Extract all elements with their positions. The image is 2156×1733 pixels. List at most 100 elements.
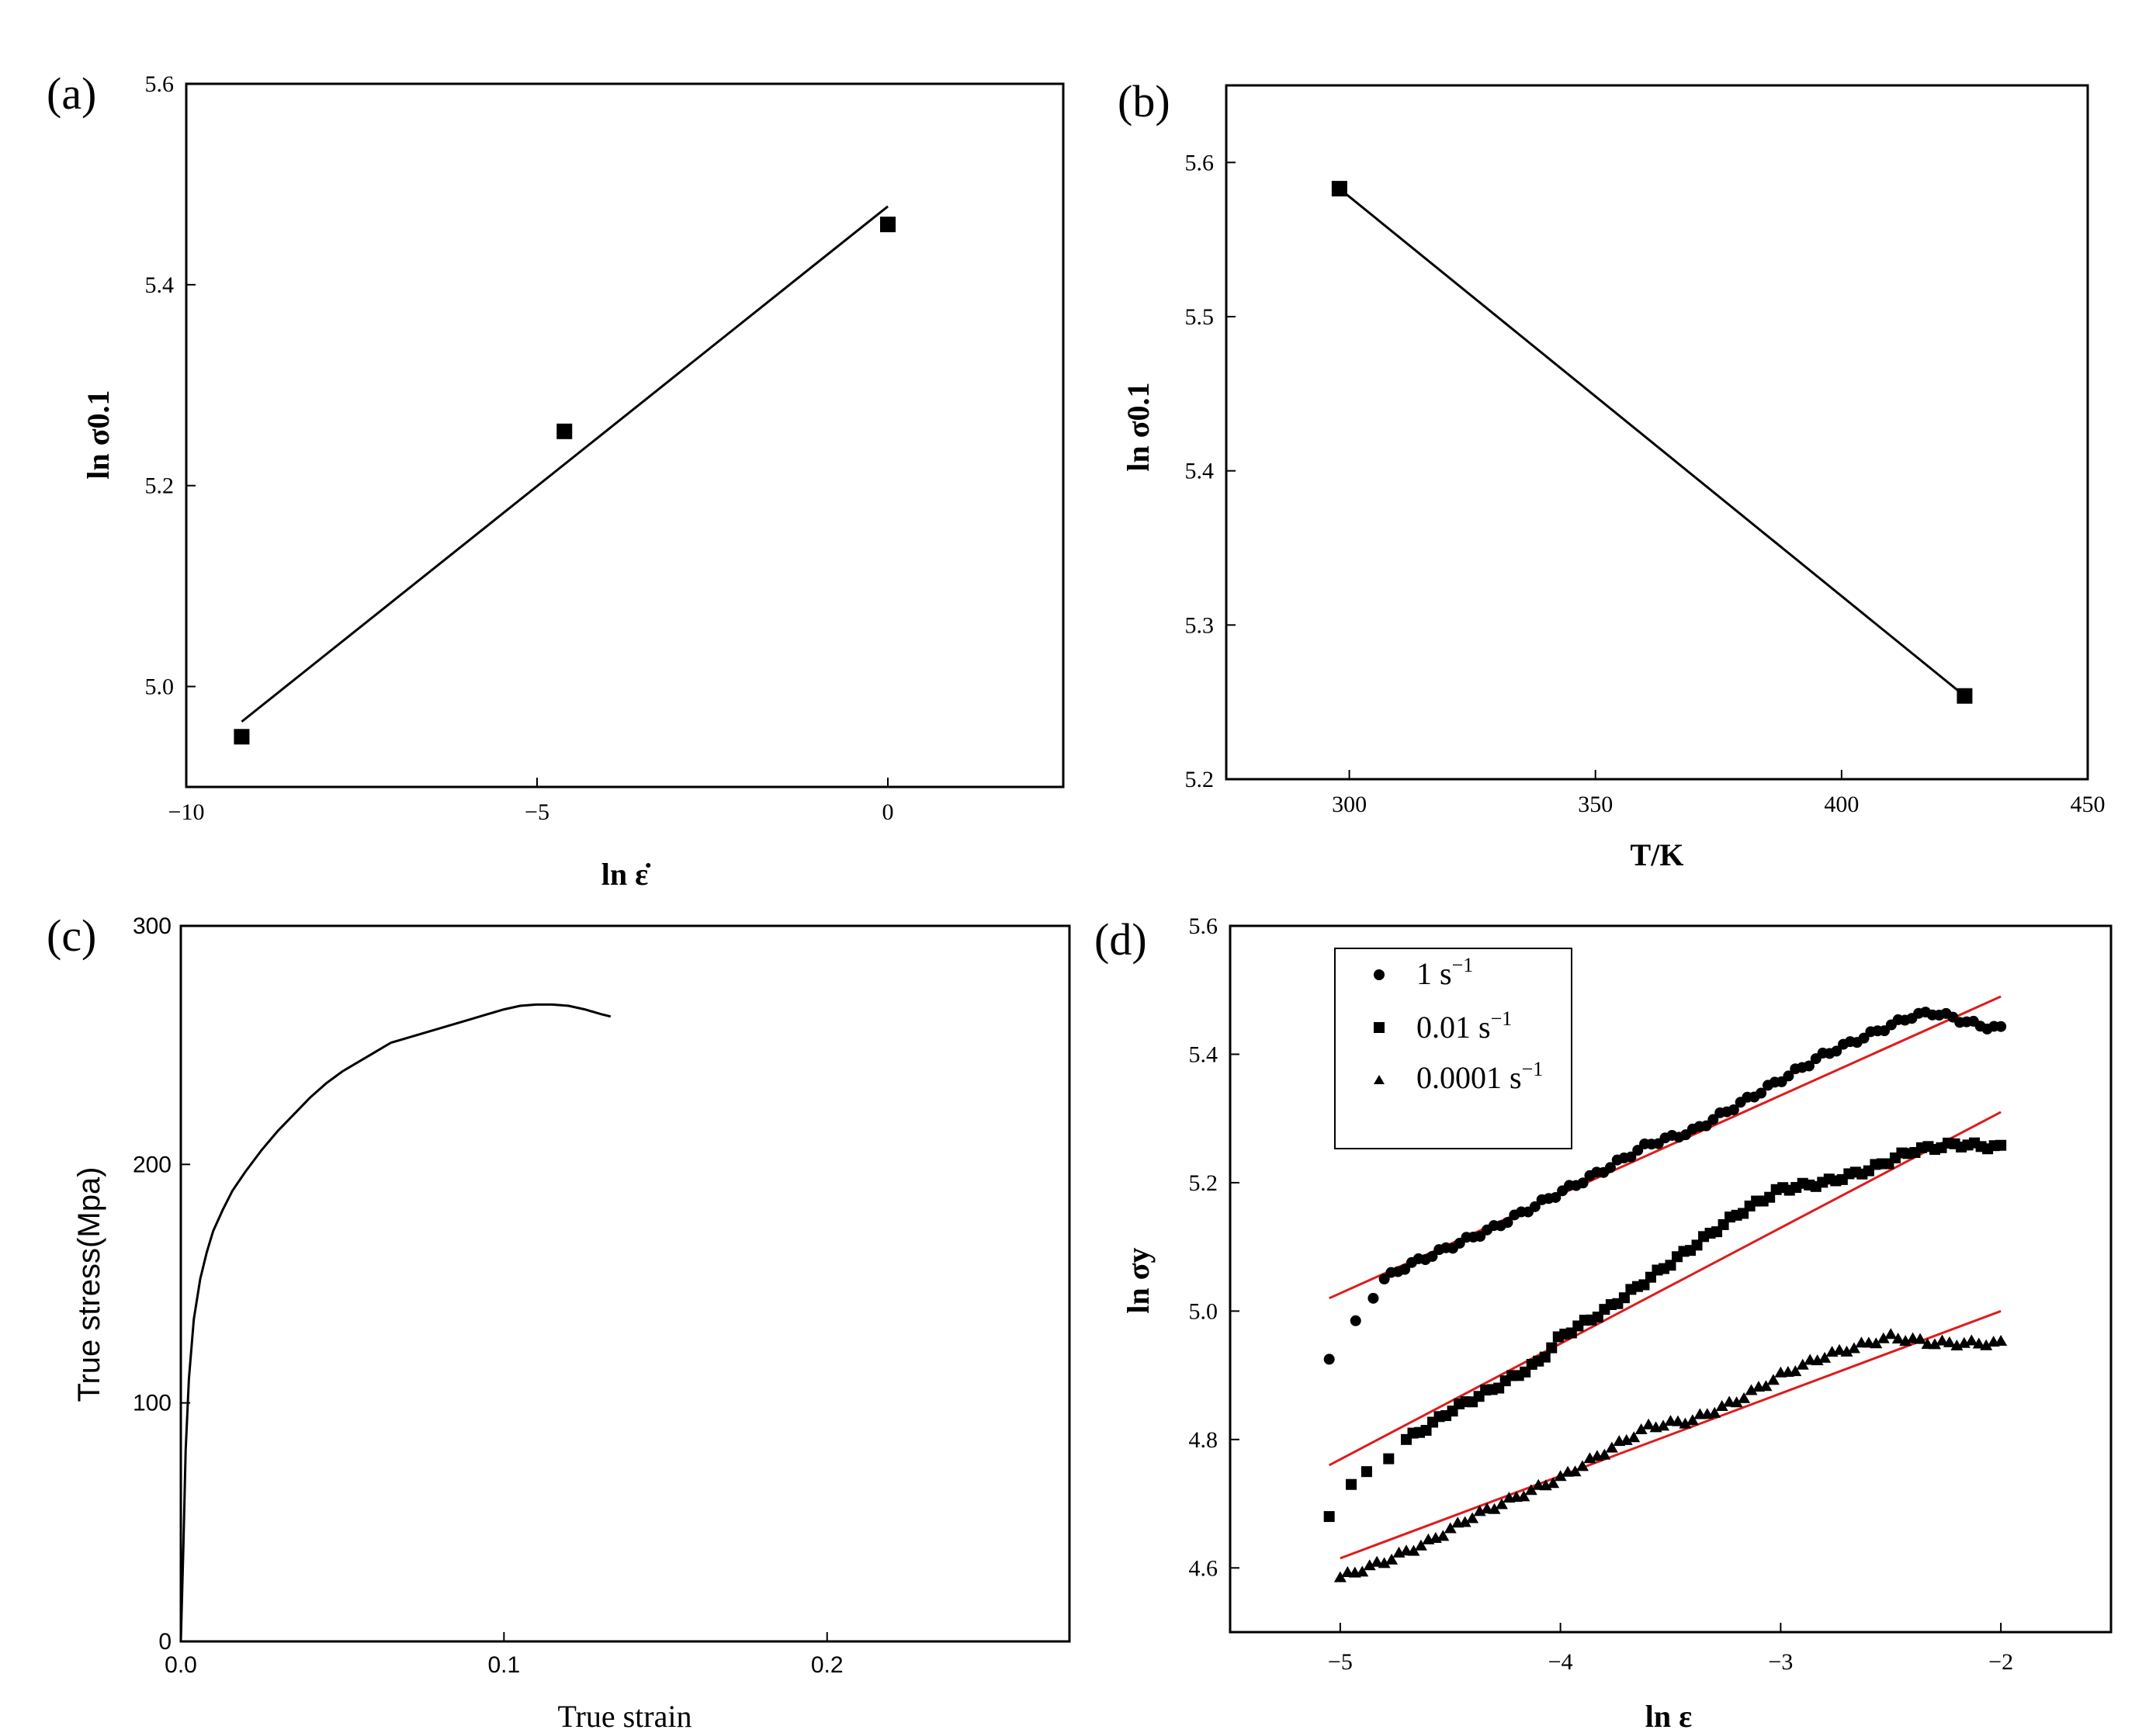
y-tick-label: 5.3 [1185, 612, 1215, 638]
x-tick-label: 0.2 [811, 1652, 844, 1678]
panel-d-frame [1229, 924, 2113, 1634]
data-point [1840, 1345, 1853, 1357]
fit-line [1340, 1309, 2002, 1560]
data-point [1546, 1342, 1558, 1353]
y-tick-label: 4.8 [1189, 1427, 1218, 1453]
data-point [1539, 1351, 1551, 1363]
x-tick-label: 0 [882, 799, 894, 825]
data-point [1745, 1384, 1758, 1395]
data-point [1995, 1021, 2007, 1032]
panel-b-ylabel: ln σ0.1 [1121, 382, 1156, 471]
data-point [1707, 1114, 1719, 1125]
panel-b-frame [1225, 84, 2089, 781]
data-point [1568, 1465, 1582, 1477]
data-point [1634, 1423, 1648, 1434]
data-point [1458, 1516, 1471, 1527]
legend-box [1334, 948, 1572, 1149]
data-point [1576, 1460, 1589, 1471]
x-tick-label: −2 [1988, 1649, 2013, 1675]
data-point [1759, 1380, 1773, 1392]
y-tick-label: 5.4 [145, 272, 175, 298]
data-point [1444, 1522, 1457, 1534]
data-point [1833, 1343, 1846, 1355]
panel-d-label: (d) [1094, 914, 1147, 965]
data-point [1906, 1332, 1919, 1343]
y-tick-label: 300 [133, 913, 172, 939]
fit-line [1328, 1111, 2002, 1467]
panel-b: (b) 300 350 400 450 5.2 5.3 5.4 5.5 5.6 T/K ln σ… [1118, 76, 2106, 872]
data-point [1350, 1315, 1361, 1326]
data-point [1862, 1336, 1875, 1348]
data-point [1502, 1217, 1513, 1229]
data-point [1891, 1333, 1905, 1344]
panel-b-label: (b) [1118, 76, 1170, 127]
data-point [1847, 1342, 1860, 1353]
y-tick-label: 5.6 [145, 71, 175, 97]
panel-a-xlabel: ln ε̇ [601, 857, 650, 892]
data-point [1870, 1337, 1883, 1349]
y-tick-label: 4.6 [1189, 1555, 1218, 1581]
fit-line [241, 205, 889, 723]
panel-a-frame [185, 82, 1065, 789]
data-point [1691, 1239, 1703, 1251]
data-point [1914, 1333, 1927, 1344]
data-point [1642, 1418, 1655, 1430]
panel-d-xlabel: ln ε [1645, 1699, 1692, 1733]
data-point [1346, 1478, 1357, 1490]
y-tick-label: 100 [133, 1391, 172, 1416]
y-tick-label: 5.6 [1189, 913, 1218, 939]
data-point [234, 729, 250, 745]
panel-c-label: (c) [47, 910, 96, 961]
x-tick-label: 0.1 [488, 1652, 521, 1678]
panel-d-legend: 1 s−1 0.01 s−1 0.0001 s−1 [1334, 948, 1572, 1149]
panel-c-xlabel: True strain [558, 1699, 692, 1733]
data-point [1495, 1498, 1508, 1509]
data-point [1488, 1503, 1501, 1514]
data-point [1995, 1335, 2008, 1347]
data-point [1399, 1263, 1411, 1275]
data-point [1604, 1162, 1616, 1173]
x-tick-label: −3 [1768, 1649, 1793, 1675]
data-point [1625, 1151, 1637, 1163]
data-point [1936, 1334, 1949, 1346]
data-point [1331, 181, 1347, 197]
data-point [1884, 1328, 1898, 1340]
data-point [1803, 1060, 1815, 1072]
data-point [1858, 1032, 1870, 1044]
y-tick-label: 5.4 [1189, 1042, 1218, 1067]
x-tick-label: −5 [525, 799, 549, 825]
data-point [1686, 1414, 1699, 1426]
panel-a-label: (a) [47, 68, 96, 119]
data-point [1679, 1417, 1692, 1429]
panel-d: (d) −5 −4 −3 −2 4.6 4.8 5.0 5.2 5.4 5.6 1 s−1 0.0… [1094, 913, 2113, 1733]
y-tick-label: 5.0 [1189, 1298, 1218, 1324]
data-point [1378, 1557, 1391, 1568]
data-point [1818, 1351, 1832, 1363]
data-point [1333, 1571, 1347, 1582]
y-tick-label: 5.0 [145, 674, 175, 700]
data-point [1796, 1358, 1809, 1370]
data-point [1517, 1490, 1530, 1502]
panel-d-ylabel: ln σy [1121, 1247, 1156, 1313]
panel-c-frame [179, 924, 1071, 1643]
y-tick-label: 0 [158, 1629, 172, 1655]
data-point [1980, 1339, 1993, 1350]
data-point [1766, 1374, 1780, 1385]
x-tick-label: −4 [1548, 1649, 1573, 1675]
data-point [1605, 1441, 1618, 1453]
data-point [1356, 1565, 1369, 1577]
data-point [1414, 1539, 1427, 1551]
data-point [1738, 1392, 1751, 1403]
y-tick-label: 5.2 [145, 473, 175, 499]
data-point [1789, 1365, 1802, 1377]
data-point [1620, 1433, 1633, 1445]
data-point [1972, 1337, 1985, 1349]
y-tick-label: 5.6 [1185, 150, 1215, 175]
x-tick-label: 350 [1578, 792, 1613, 817]
data-point [1547, 1477, 1560, 1489]
data-point [1756, 1087, 1767, 1099]
data-point [556, 423, 573, 439]
data-point [1957, 688, 1973, 704]
legend-label-3: 0.0001 s−1 [1416, 1058, 1543, 1095]
